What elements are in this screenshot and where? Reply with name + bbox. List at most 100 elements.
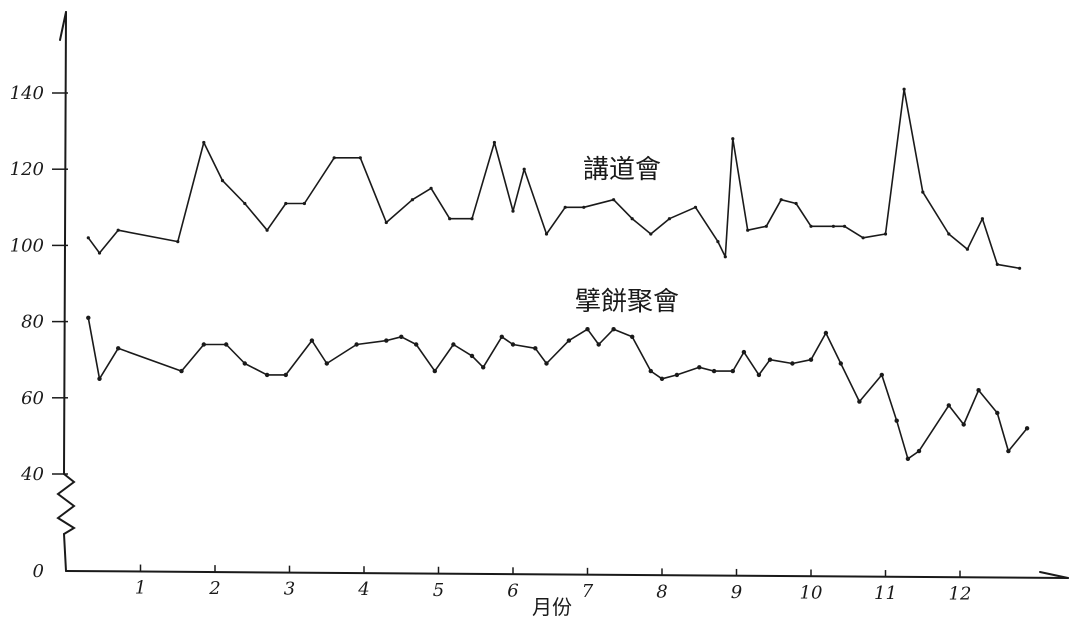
data-point xyxy=(659,376,665,381)
y-tick-label: 100 xyxy=(10,235,44,256)
x-axis-title: 月份 xyxy=(532,595,572,618)
data-point xyxy=(448,217,452,221)
data-point xyxy=(470,217,474,221)
data-point xyxy=(649,232,653,236)
x-tick-label: 4 xyxy=(357,579,369,600)
series-0 xyxy=(86,87,1022,270)
data-point xyxy=(648,368,653,374)
data-point xyxy=(469,353,475,359)
data-point xyxy=(332,156,336,160)
y-axis-line-lower xyxy=(63,533,67,572)
data-point xyxy=(399,334,404,339)
data-point xyxy=(857,399,862,404)
data-point xyxy=(823,330,829,336)
y-tick-label: 0 xyxy=(33,561,44,582)
data-point xyxy=(995,262,999,266)
data-point xyxy=(284,201,288,206)
series-line xyxy=(87,317,1028,460)
data-point xyxy=(384,220,388,225)
data-point xyxy=(1024,426,1030,431)
series-label-breaking-bread: 擘餅聚會 xyxy=(575,287,679,317)
data-point xyxy=(492,140,496,145)
series-line xyxy=(87,88,1020,270)
data-point xyxy=(808,357,814,362)
data-point xyxy=(563,205,567,209)
chart-axes xyxy=(56,11,1069,579)
data-point xyxy=(831,224,836,228)
data-point xyxy=(302,201,306,206)
data-point xyxy=(510,342,516,347)
data-point xyxy=(86,315,91,320)
x-tick-label: 7 xyxy=(582,581,594,602)
series-layer xyxy=(86,87,1030,461)
data-point xyxy=(767,357,773,362)
data-point xyxy=(902,87,906,91)
data-point xyxy=(283,372,288,378)
data-point xyxy=(756,372,762,378)
data-point xyxy=(731,137,735,141)
data-point xyxy=(794,201,798,206)
data-point xyxy=(116,228,120,232)
data-point xyxy=(384,338,389,343)
data-point xyxy=(309,338,315,343)
data-point xyxy=(995,410,1000,416)
data-point xyxy=(879,372,884,378)
data-point xyxy=(1006,448,1011,454)
x-tick-label: 9 xyxy=(731,582,742,603)
data-point xyxy=(499,334,504,339)
x-tick-label: 6 xyxy=(507,580,518,601)
data-point xyxy=(711,368,717,374)
data-point xyxy=(1018,266,1022,270)
data-point xyxy=(723,255,727,259)
data-point xyxy=(611,327,616,332)
data-point xyxy=(202,140,206,145)
data-point xyxy=(265,228,269,232)
data-point xyxy=(764,224,768,228)
data-point xyxy=(511,209,515,213)
x-tick-label: 11 xyxy=(874,583,897,604)
data-point xyxy=(533,346,538,351)
data-point xyxy=(264,372,270,378)
data-point xyxy=(947,232,951,236)
data-point xyxy=(220,179,225,183)
data-point xyxy=(693,205,698,209)
data-point xyxy=(179,368,184,374)
data-point xyxy=(697,365,702,370)
data-point xyxy=(976,388,981,393)
data-point xyxy=(746,228,750,232)
y-axis-ticks: 0 40 60 80 100 120 140 xyxy=(10,83,68,582)
data-point xyxy=(358,156,362,160)
data-point xyxy=(965,247,970,251)
y-tick-label: 60 xyxy=(21,388,44,409)
data-point xyxy=(224,342,229,347)
data-point xyxy=(946,403,951,408)
data-point xyxy=(894,418,899,423)
y-tick-label: 140 xyxy=(10,83,44,104)
x-axis-ticks: 1 2 3 4 5 6 7 8 9 10 11 12 xyxy=(135,564,972,605)
data-point xyxy=(451,342,456,347)
data-point xyxy=(980,217,985,221)
data-point xyxy=(176,240,180,244)
data-point xyxy=(883,232,888,236)
data-point xyxy=(116,346,121,351)
data-point xyxy=(905,456,911,461)
series-1 xyxy=(86,315,1030,461)
data-point xyxy=(596,342,601,347)
data-point xyxy=(790,361,795,366)
data-point xyxy=(630,217,634,221)
x-tick-label: 10 xyxy=(800,583,823,604)
y-tick-label: 40 xyxy=(20,464,44,485)
data-point xyxy=(716,240,720,244)
data-point xyxy=(432,368,437,374)
data-point xyxy=(674,372,680,378)
y-axis-line xyxy=(63,11,67,475)
x-axis-line xyxy=(65,570,1069,579)
data-point xyxy=(809,224,813,228)
data-point xyxy=(630,334,635,339)
data-point xyxy=(861,236,865,240)
x-tick-label: 2 xyxy=(208,578,220,599)
data-point xyxy=(97,376,102,381)
data-point xyxy=(481,365,486,370)
x-tick-label: 12 xyxy=(949,584,972,605)
